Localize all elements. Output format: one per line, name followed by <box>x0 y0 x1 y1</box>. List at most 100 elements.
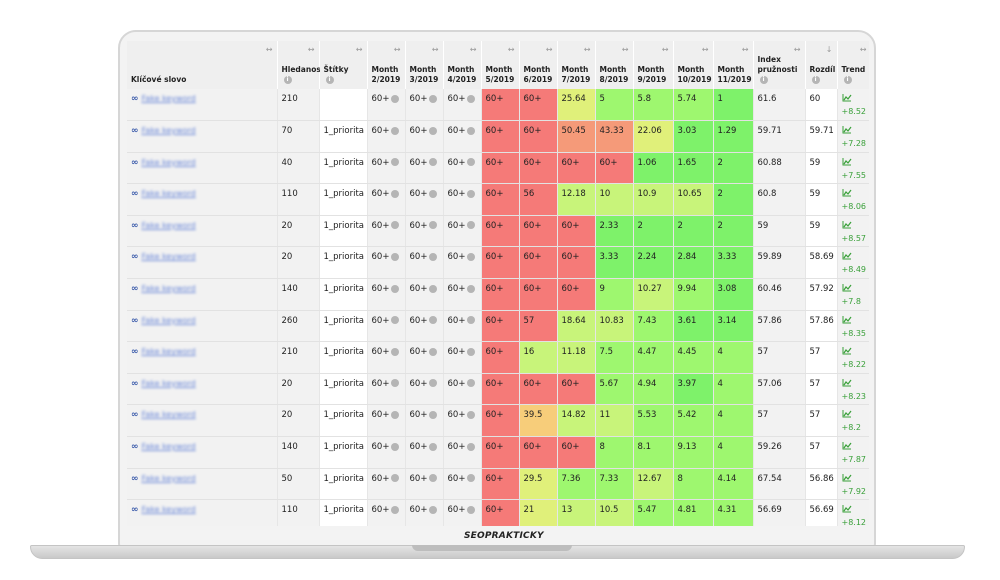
sort-icon[interactable]: ↔ <box>793 45 801 54</box>
info-icon[interactable] <box>467 252 476 261</box>
sort-icon[interactable]: ↔ <box>469 45 477 54</box>
sort-icon[interactable]: ↔ <box>583 45 591 54</box>
info-icon[interactable] <box>467 410 476 419</box>
info-icon[interactable] <box>467 474 476 483</box>
info-icon[interactable] <box>391 347 400 356</box>
sort-icon[interactable]: ↔ <box>859 45 867 54</box>
trend-chart-icon[interactable] <box>842 473 868 484</box>
link-icon[interactable]: ∞ <box>131 252 139 263</box>
trend-chart-icon[interactable] <box>842 252 868 262</box>
info-icon[interactable] <box>391 252 400 261</box>
sort-icon[interactable]: ↔ <box>431 45 439 54</box>
tag-label[interactable]: 1_priorita <box>323 189 365 200</box>
info-icon[interactable]: i <box>283 76 292 84</box>
keyword-link[interactable]: Fake keyword <box>141 126 196 136</box>
trend-chart-icon[interactable] <box>842 410 868 420</box>
link-icon[interactable]: ∞ <box>131 473 139 484</box>
trend-chart-icon[interactable] <box>842 442 868 452</box>
info-icon[interactable] <box>391 379 400 388</box>
keyword-link[interactable]: Fake keyword <box>141 252 196 262</box>
header-trend[interactable]: ↔ Trend i <box>837 41 869 89</box>
sort-icon[interactable]: ↔ <box>545 45 553 54</box>
header-month-m5[interactable]: ↔ Month 5/2019 <box>481 41 520 89</box>
info-icon[interactable] <box>467 347 476 356</box>
header-month-m4[interactable]: ↔ Month 4/2019 <box>443 41 482 89</box>
sort-icon[interactable]: ↔ <box>621 45 629 54</box>
info-icon[interactable] <box>429 189 438 198</box>
sort-icon[interactable]: ↔ <box>701 45 709 54</box>
keyword-link[interactable]: Fake keyword <box>141 410 196 420</box>
header-index[interactable]: ↔ Index pružnosti i <box>753 41 806 89</box>
link-icon[interactable]: ∞ <box>131 410 139 421</box>
header-search-volume[interactable]: ↔ Hledanost i <box>277 41 324 89</box>
info-icon[interactable]: i <box>843 76 852 84</box>
sort-icon[interactable]: ↔ <box>661 45 669 54</box>
info-icon[interactable] <box>429 158 438 167</box>
link-icon[interactable]: ∞ <box>131 189 139 200</box>
keyword-link[interactable]: Fake keyword <box>141 473 196 483</box>
trend-chart-icon[interactable] <box>842 378 868 389</box>
header-keyword[interactable]: ↔ Klíčové slovo <box>127 41 278 89</box>
info-icon[interactable] <box>429 252 438 261</box>
link-icon[interactable]: ∞ <box>131 94 139 104</box>
trend-chart-icon[interactable] <box>842 347 868 357</box>
info-icon[interactable] <box>467 94 476 103</box>
sort-icon[interactable]: ↔ <box>741 45 749 54</box>
info-icon[interactable] <box>391 505 400 514</box>
info-icon[interactable] <box>429 94 438 103</box>
trend-chart-icon[interactable] <box>842 126 868 136</box>
tag-label[interactable]: 1_priorita <box>323 378 365 389</box>
link-icon[interactable]: ∞ <box>131 315 139 326</box>
trend-chart-icon[interactable] <box>842 220 868 231</box>
tag-label[interactable]: 1_priorita <box>323 410 365 421</box>
link-icon[interactable]: ∞ <box>131 220 139 231</box>
link-icon[interactable]: ∞ <box>131 442 139 453</box>
link-icon[interactable]: ∞ <box>131 126 139 137</box>
info-icon[interactable]: i <box>759 76 768 84</box>
info-icon[interactable] <box>467 442 476 451</box>
info-icon[interactable] <box>429 347 438 356</box>
info-icon[interactable] <box>467 126 476 135</box>
header-month-m10[interactable]: ↔ Month 10/2019 <box>673 41 714 89</box>
sort-icon[interactable]: ↔ <box>265 45 273 54</box>
sort-icon[interactable]: ↔ <box>307 45 315 54</box>
info-icon[interactable] <box>467 505 476 514</box>
info-icon[interactable] <box>391 94 400 103</box>
sort-icon[interactable]: ↔ <box>355 45 363 54</box>
link-icon[interactable]: ∞ <box>131 347 139 358</box>
keyword-link[interactable]: Fake keyword <box>141 157 196 167</box>
info-icon[interactable] <box>391 189 400 198</box>
keyword-link[interactable]: Fake keyword <box>141 284 196 294</box>
trend-chart-icon[interactable] <box>842 94 868 104</box>
header-month-m9[interactable]: ↔ Month 9/2019 <box>633 41 674 89</box>
info-icon[interactable] <box>467 158 476 167</box>
tag-label[interactable]: 1_priorita <box>323 315 365 326</box>
sort-icon[interactable]: ↔ <box>393 45 401 54</box>
info-icon[interactable] <box>467 316 476 325</box>
info-icon[interactable] <box>391 126 400 135</box>
sort-icon[interactable]: ↔ <box>507 45 515 54</box>
info-icon[interactable]: i <box>325 76 334 84</box>
info-icon[interactable] <box>429 221 438 230</box>
link-icon[interactable]: ∞ <box>131 378 139 389</box>
header-month-m3[interactable]: ↔ Month 3/2019 <box>405 41 444 89</box>
info-icon[interactable] <box>429 316 438 325</box>
info-icon[interactable] <box>391 442 400 451</box>
sort-icon[interactable]: ↓ <box>825 45 833 54</box>
keyword-link[interactable]: Fake keyword <box>141 189 196 199</box>
keyword-link[interactable]: Fake keyword <box>141 94 196 103</box>
keyword-link[interactable]: Fake keyword <box>141 442 196 452</box>
trend-chart-icon[interactable] <box>842 315 868 326</box>
trend-chart-icon[interactable] <box>842 284 868 294</box>
keyword-link[interactable]: Fake keyword <box>141 220 196 230</box>
link-icon[interactable]: ∞ <box>131 505 139 516</box>
link-icon[interactable]: ∞ <box>131 284 139 295</box>
info-icon[interactable] <box>467 189 476 198</box>
info-icon[interactable] <box>429 284 438 293</box>
info-icon[interactable] <box>391 221 400 230</box>
info-icon[interactable] <box>429 474 438 483</box>
keyword-link[interactable]: Fake keyword <box>141 378 196 388</box>
keyword-link[interactable]: Fake keyword <box>141 347 196 357</box>
header-month-m6[interactable]: ↔ Month 6/2019 <box>519 41 558 89</box>
info-icon[interactable] <box>429 126 438 135</box>
